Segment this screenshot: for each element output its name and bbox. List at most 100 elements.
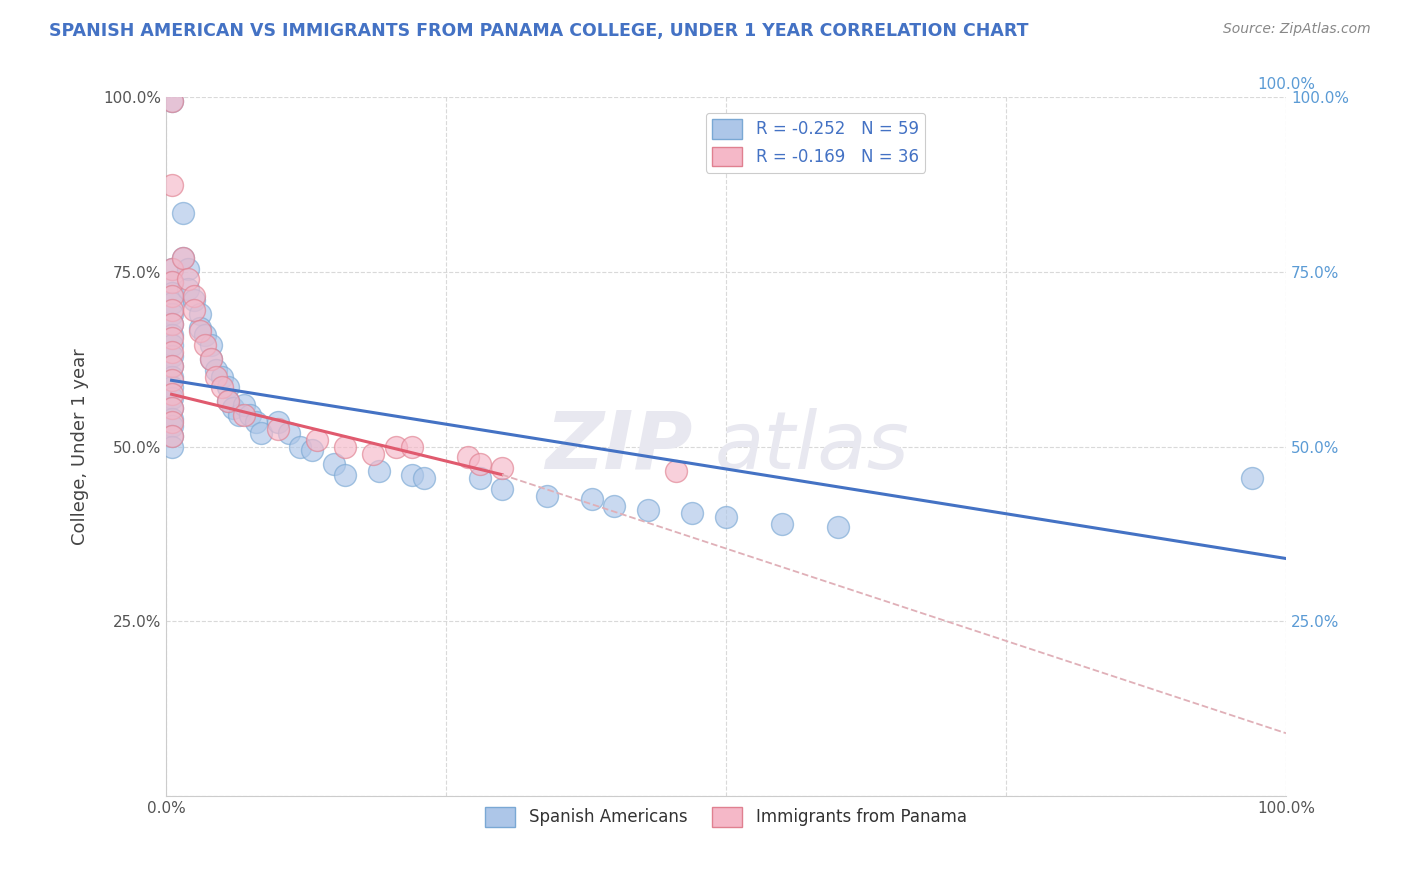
Point: [160, 338, 183, 352]
Point: [211, 380, 233, 394]
Legend: Spanish Americans, Immigrants from Panama: Spanish Americans, Immigrants from Panam…: [478, 801, 973, 833]
Point: [160, 261, 183, 276]
Point: [290, 440, 312, 454]
Point: [367, 464, 389, 478]
Point: [188, 307, 211, 321]
Point: [468, 457, 491, 471]
Point: [205, 369, 228, 384]
Point: [536, 489, 558, 503]
Point: [177, 261, 200, 276]
Point: [457, 450, 479, 465]
Point: [160, 345, 183, 359]
Point: [491, 482, 513, 496]
Point: [160, 285, 183, 300]
Text: Source: ZipAtlas.com: Source: ZipAtlas.com: [1223, 22, 1371, 37]
Point: [637, 502, 659, 516]
Point: [228, 409, 250, 423]
Point: [301, 443, 323, 458]
Point: [200, 352, 222, 367]
Point: [183, 289, 205, 303]
Point: [401, 467, 423, 482]
Point: [183, 293, 205, 307]
Point: [217, 380, 239, 394]
Point: [160, 331, 183, 345]
Point: [770, 516, 793, 531]
Point: [361, 447, 384, 461]
Point: [603, 499, 626, 513]
Point: [217, 394, 239, 409]
Point: [160, 94, 183, 108]
Point: [491, 460, 513, 475]
Point: [200, 352, 222, 367]
Point: [172, 205, 194, 219]
Point: [160, 296, 183, 310]
Point: [160, 429, 183, 443]
Point: [222, 401, 245, 416]
Point: [468, 471, 491, 485]
Point: [217, 394, 239, 409]
Point: [160, 289, 183, 303]
Point: [160, 303, 183, 318]
Point: [160, 276, 183, 290]
Point: [183, 303, 205, 318]
Point: [384, 440, 406, 454]
Point: [160, 94, 183, 108]
Text: ZIP: ZIP: [546, 408, 692, 486]
Point: [160, 318, 183, 332]
Point: [160, 327, 183, 342]
Point: [267, 422, 290, 436]
Point: [160, 401, 183, 416]
Point: [1241, 471, 1264, 485]
Point: [194, 338, 217, 352]
Point: [307, 433, 329, 447]
Point: [245, 415, 267, 429]
Point: [160, 391, 183, 405]
Point: [188, 321, 211, 335]
Point: [681, 506, 703, 520]
Point: [160, 307, 183, 321]
Point: [250, 425, 273, 440]
Point: [172, 251, 194, 265]
Point: [160, 429, 183, 443]
Point: [160, 349, 183, 363]
Y-axis label: College, Under 1 year: College, Under 1 year: [72, 348, 89, 545]
Point: [160, 411, 183, 425]
Point: [827, 520, 849, 534]
Point: [160, 359, 183, 374]
Point: [335, 440, 357, 454]
Point: [233, 409, 256, 423]
Point: [177, 272, 200, 286]
Point: [664, 464, 686, 478]
Point: [172, 251, 194, 265]
Point: [160, 261, 183, 276]
Point: [160, 418, 183, 433]
Point: [160, 369, 183, 384]
Text: atlas: atlas: [714, 408, 910, 486]
Point: [160, 440, 183, 454]
Point: [714, 509, 737, 524]
Point: [160, 318, 183, 332]
Point: [335, 467, 357, 482]
Point: [160, 380, 183, 394]
Point: [401, 440, 423, 454]
Point: [194, 327, 217, 342]
Point: [160, 178, 183, 192]
Point: [278, 425, 301, 440]
Point: [581, 492, 603, 507]
Point: [160, 415, 183, 429]
Point: [177, 283, 200, 297]
Point: [160, 373, 183, 387]
Point: [412, 471, 434, 485]
Point: [160, 359, 183, 374]
Point: [239, 409, 262, 423]
Point: [200, 338, 222, 352]
Point: [233, 398, 256, 412]
Point: [205, 363, 228, 377]
Text: SPANISH AMERICAN VS IMMIGRANTS FROM PANAMA COLLEGE, UNDER 1 YEAR CORRELATION CHA: SPANISH AMERICAN VS IMMIGRANTS FROM PANA…: [49, 22, 1029, 40]
Point: [323, 457, 346, 471]
Point: [188, 325, 211, 339]
Point: [160, 401, 183, 416]
Point: [160, 276, 183, 290]
Point: [267, 415, 290, 429]
Point: [211, 369, 233, 384]
